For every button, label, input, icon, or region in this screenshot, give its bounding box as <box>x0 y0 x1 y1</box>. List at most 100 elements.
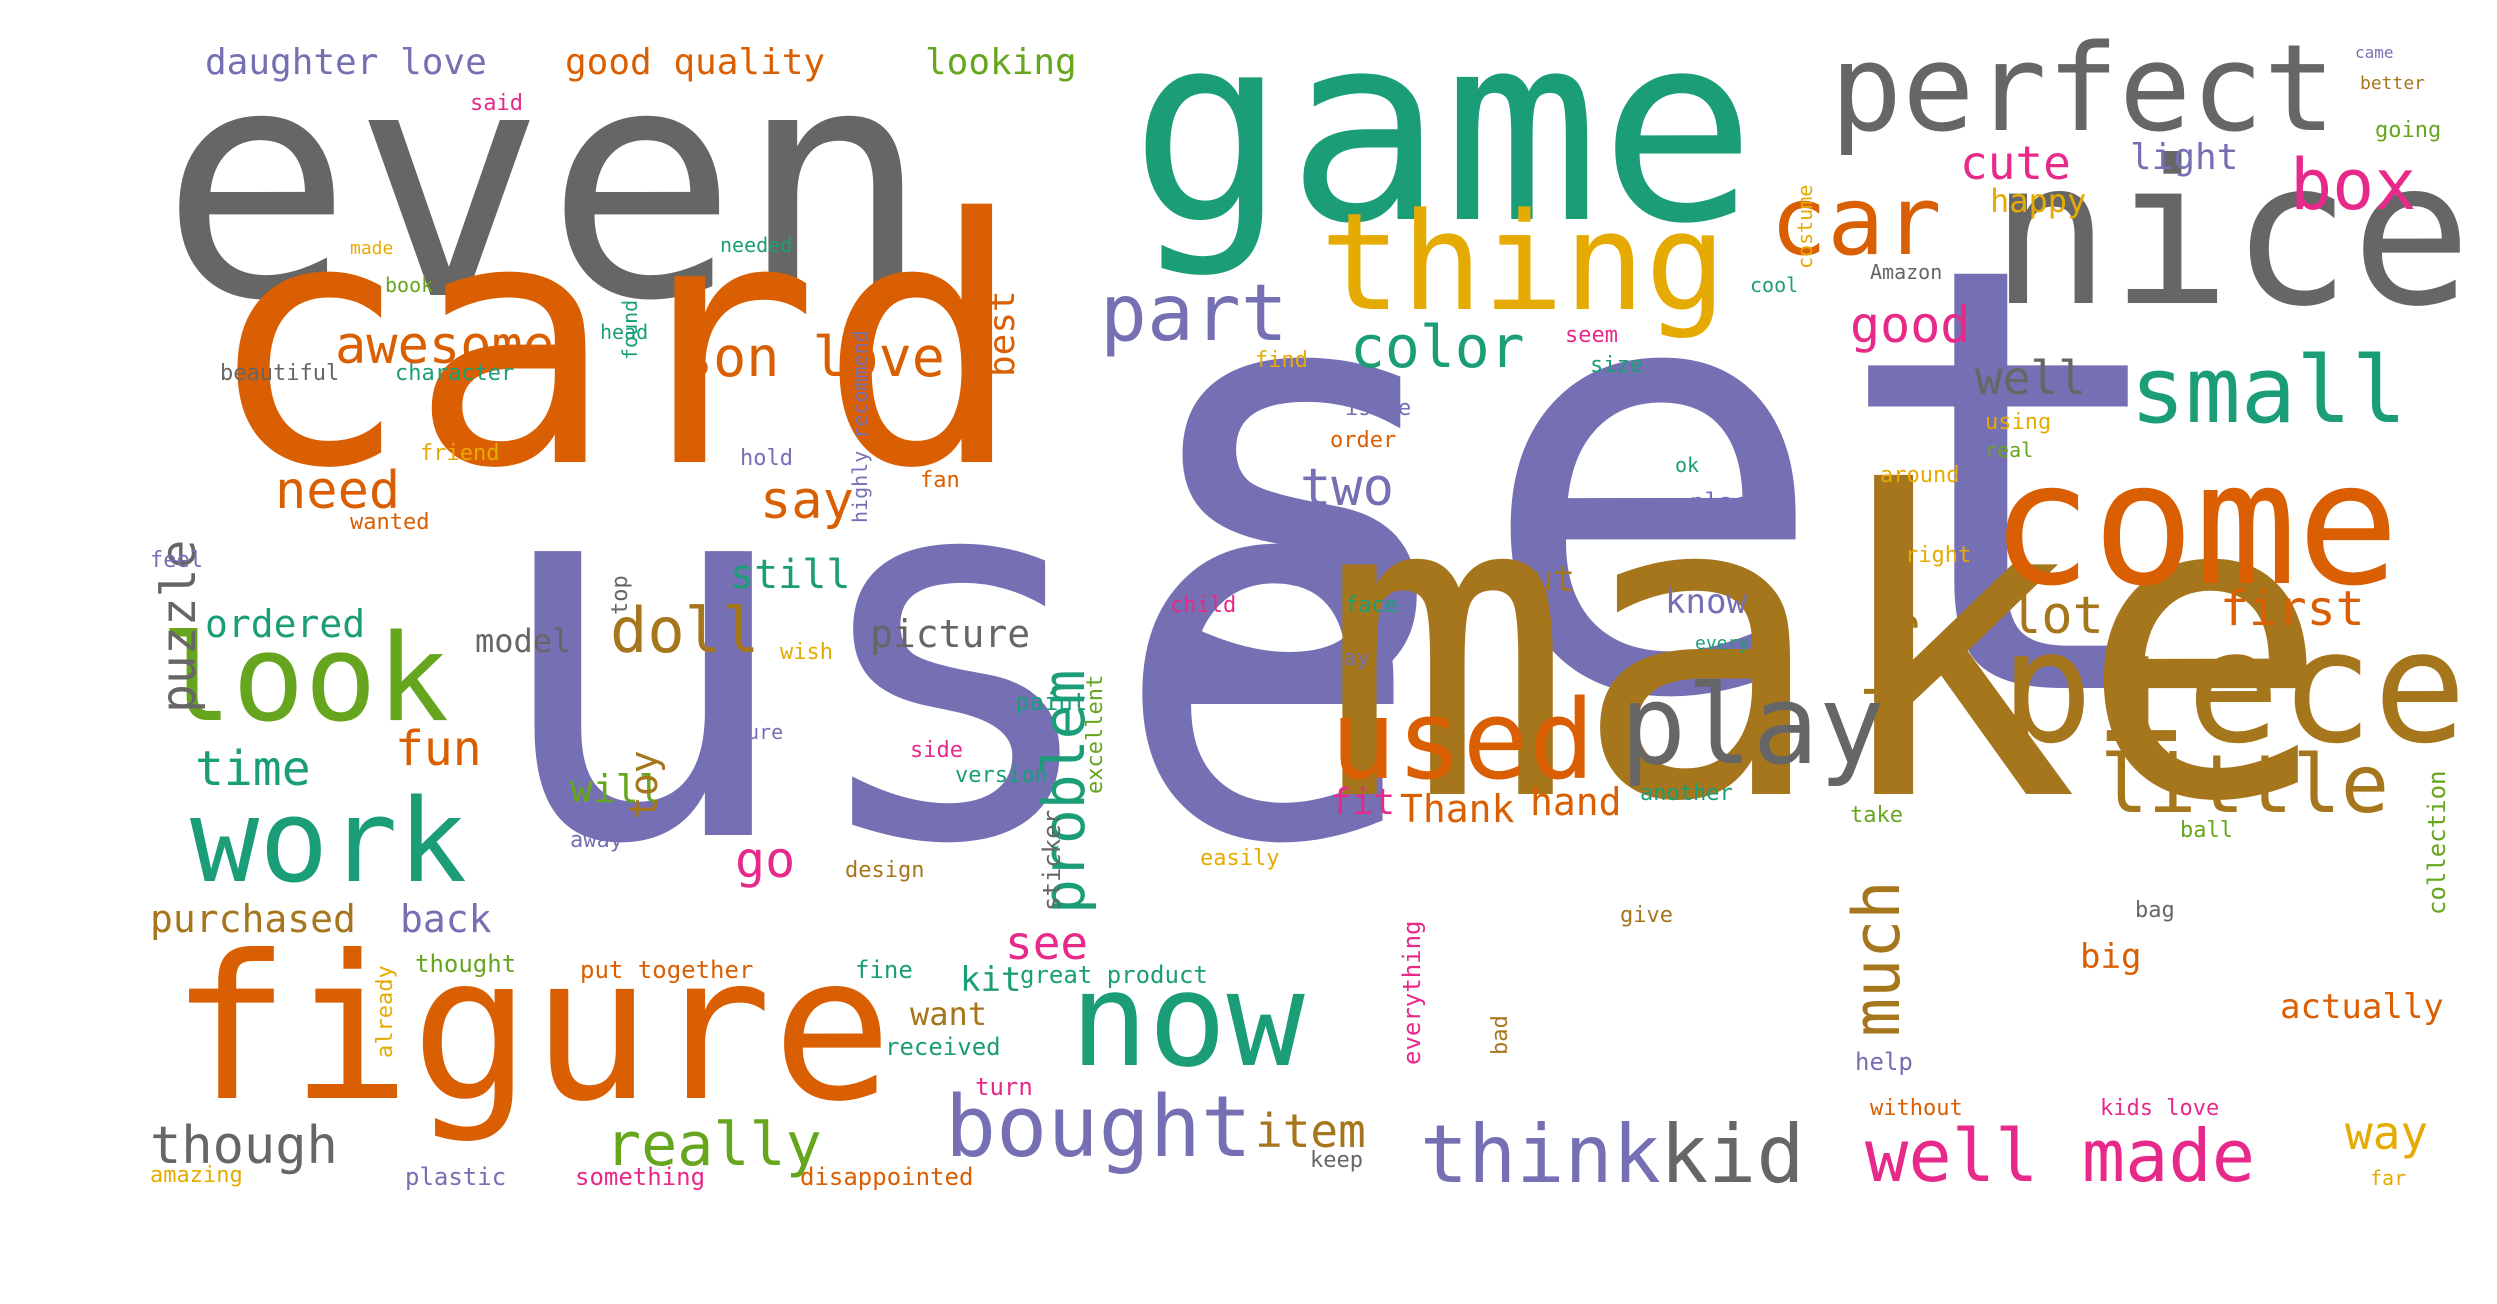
word-away: away <box>570 828 623 853</box>
word-received: received <box>885 1033 1001 1061</box>
word-say: say <box>760 471 854 531</box>
word-big: big <box>2080 937 2142 977</box>
word-hand: hand <box>1530 780 1622 824</box>
word-side: side <box>910 738 963 763</box>
word-character: character <box>395 361 515 386</box>
word-will: will <box>570 767 662 811</box>
word-even: even <box>160 0 931 371</box>
word-face: face <box>1345 593 1398 618</box>
word-fun: fun <box>395 721 482 777</box>
word-come: come <box>1990 426 2400 624</box>
word-seem: seem <box>1565 323 1618 348</box>
word-kit: kit <box>960 960 1022 1000</box>
word-version: version <box>955 763 1048 788</box>
word-plastic: plastic <box>405 1163 507 1191</box>
word-doll: doll <box>610 594 760 667</box>
word-came: came <box>2355 43 2394 62</box>
word-figure: figure <box>170 913 893 1146</box>
word-nice: nice <box>1990 118 2472 351</box>
word-want: want <box>910 995 988 1033</box>
word-disappointed: disappointed <box>800 1163 974 1191</box>
word-still: still <box>730 552 851 598</box>
word-book: book <box>385 273 434 297</box>
word-set: set <box>1120 141 2186 828</box>
word-around: around <box>1880 463 1960 488</box>
word-fit: fit <box>1330 782 1396 823</box>
word-think: think <box>1420 1108 1661 1201</box>
word-right: right <box>1905 543 1972 568</box>
word-fan: fan <box>920 468 960 493</box>
word-good: good <box>1850 296 1971 354</box>
word-perfect: perfect <box>1830 20 2336 159</box>
word-child: child <box>1170 593 1237 618</box>
word-toy: toy <box>622 750 666 819</box>
word-though: though <box>150 1116 338 1176</box>
word-give: give <box>1620 903 1673 928</box>
word-daughter-love: daughter love <box>205 42 487 83</box>
word-something: something <box>575 1163 706 1191</box>
word-ok: ok <box>1675 453 1700 477</box>
word-size: size <box>1590 353 1643 378</box>
word-used: used <box>1330 676 1595 804</box>
word-order: order <box>1330 428 1397 453</box>
word-first: first <box>2220 581 2365 637</box>
word-sticker: sticker <box>1038 809 1066 911</box>
word-best: best <box>982 290 1023 377</box>
word-collection: collection <box>2423 770 2451 916</box>
word-far: far <box>2370 1166 2407 1190</box>
word-game: game <box>1130 0 1757 281</box>
word-going: going <box>2375 118 2442 143</box>
word-item: item <box>1255 1104 1366 1158</box>
word-sure: sure <box>735 720 784 744</box>
word-really: really <box>605 1110 822 1180</box>
word-another: another <box>1640 781 1733 806</box>
word-good-quality: good quality <box>565 42 826 83</box>
word-well-made: well made <box>1865 1114 2256 1198</box>
word-way: way <box>2345 1106 2429 1160</box>
word-little: little <box>2100 738 2389 831</box>
word-lot: lot <box>2010 586 2104 646</box>
word-play: play <box>1620 661 1885 789</box>
word-put-together: put together <box>580 956 754 984</box>
word-bag: bag <box>2135 898 2175 923</box>
word-thought: thought <box>415 950 517 978</box>
word-using: using <box>1985 410 2052 435</box>
word-picture: picture <box>870 612 1031 656</box>
word-car: car <box>1770 167 1942 277</box>
word-day: day <box>1330 646 1370 671</box>
word-place: place <box>1690 488 1763 516</box>
word-see: see <box>1005 916 1089 970</box>
word-wish: wish <box>780 640 833 665</box>
word-well: well <box>1975 351 2086 405</box>
word-design: design <box>845 858 925 883</box>
word-every: every <box>1695 633 1750 654</box>
word-keep: keep <box>1310 1148 1363 1173</box>
word-color: color <box>1350 313 1525 381</box>
word-put: put <box>1510 559 1576 600</box>
word-cute: cute <box>1960 136 2071 190</box>
word-beautiful: beautiful <box>220 361 340 386</box>
word-made: made <box>350 238 394 259</box>
word-need: need <box>275 461 401 521</box>
word-real: real <box>1985 438 2034 462</box>
word-back: back <box>400 897 492 941</box>
word-thank: Thank <box>1400 787 1515 831</box>
word-kids-love: kids love <box>2100 1096 2220 1121</box>
word-box: box <box>2290 144 2417 226</box>
word-amazon: Amazon <box>1870 260 1943 284</box>
word-happy: happy <box>1990 182 2087 220</box>
word-time: time <box>195 741 311 797</box>
word-said: said <box>470 91 523 116</box>
word-part: part <box>1100 269 1288 359</box>
word-go: go <box>735 831 796 889</box>
word-take: take <box>1850 803 1903 828</box>
word-cool: cool <box>1750 273 1799 297</box>
word-now: now <box>1070 944 1305 1096</box>
word-work: work <box>190 775 467 909</box>
word-thing: thing <box>1320 184 1727 341</box>
word-small: small <box>2130 337 2407 444</box>
word-needed: needed <box>720 233 793 257</box>
word-son-love: son love <box>680 325 945 389</box>
